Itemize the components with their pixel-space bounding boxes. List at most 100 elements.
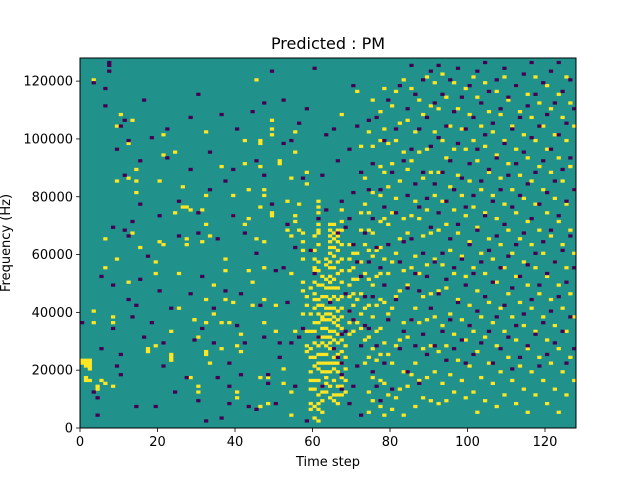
heatmap-cell-high xyxy=(436,349,441,354)
heatmap-cell-high xyxy=(463,274,468,279)
heatmap-cell-low xyxy=(138,202,143,206)
heatmap-cell-high xyxy=(114,179,120,183)
heatmap-cell-low xyxy=(510,127,515,131)
heatmap-cell-high xyxy=(126,141,131,146)
heatmap-cell-high xyxy=(219,347,224,351)
heatmap-cell-high xyxy=(452,332,457,336)
heatmap-cell-high xyxy=(153,344,158,348)
heatmap-cell-high xyxy=(424,263,430,267)
heatmap-cell-high xyxy=(448,185,453,189)
heatmap-cell-high xyxy=(161,243,166,247)
heatmap-cell-low xyxy=(328,300,333,305)
heatmap-cell-high xyxy=(312,387,317,391)
heatmap-cell-high xyxy=(556,283,561,287)
heatmap-cell-low xyxy=(533,92,538,96)
heatmap-cell-high xyxy=(184,243,189,247)
heatmap-cell-high xyxy=(560,179,565,183)
heatmap-cell-high xyxy=(328,280,333,284)
heatmap-cell-low xyxy=(111,225,116,229)
heatmap-cell-high xyxy=(269,133,275,137)
heatmap-cell-high xyxy=(91,78,96,82)
heatmap-cell-low xyxy=(308,248,313,253)
heatmap-cell-high xyxy=(351,303,356,307)
heatmap-cell-low xyxy=(343,225,348,229)
heatmap-cell-high xyxy=(510,378,515,383)
heatmap-cell-high xyxy=(87,361,92,365)
heatmap-cell-high xyxy=(444,399,449,403)
heatmap-cell-high xyxy=(308,329,313,333)
heatmap-cell-high xyxy=(324,335,329,339)
heatmap-cell-low xyxy=(304,107,309,111)
heatmap-cell-high xyxy=(339,295,344,299)
heatmap-cell-high xyxy=(308,370,313,374)
heatmap-cell-low xyxy=(262,101,267,105)
heatmap-cell-high xyxy=(390,162,395,166)
heatmap-cell-high xyxy=(331,315,337,319)
heatmap-cell-high xyxy=(529,179,534,183)
heatmap-cell-high xyxy=(366,248,371,253)
heatmap-cell-high xyxy=(320,352,325,357)
heatmap-cell-low xyxy=(126,138,131,143)
heatmap-cell-low xyxy=(467,323,472,328)
heatmap-cell-high xyxy=(180,205,185,209)
heatmap-cell-high xyxy=(417,216,422,221)
heatmap-cell-high xyxy=(510,315,515,319)
heatmap-cell-low xyxy=(467,84,472,88)
heatmap-cell-low xyxy=(200,326,205,331)
heatmap-cell-high xyxy=(207,234,213,238)
heatmap-cell-high xyxy=(347,243,352,247)
heatmap-cell-high xyxy=(514,338,519,342)
heatmap-cell-high xyxy=(304,344,309,348)
heatmap-cell-low xyxy=(413,344,418,348)
heatmap-cell-high xyxy=(335,384,340,388)
heatmap-cell-high xyxy=(459,254,464,258)
heatmap-cell-high xyxy=(320,390,325,394)
heatmap-cell-low xyxy=(444,277,449,281)
heatmap-cell-low xyxy=(293,245,298,250)
heatmap-cell-high xyxy=(331,286,337,290)
heatmap-cell-high xyxy=(161,153,166,157)
heatmap-cell-high xyxy=(328,260,333,264)
heatmap-cell-low xyxy=(397,84,402,88)
heatmap-cell-high xyxy=(467,179,472,183)
heatmap-cell-high xyxy=(339,393,344,397)
heatmap-cell-low xyxy=(483,60,488,65)
heatmap-cell-low xyxy=(118,373,123,377)
heatmap-cell-high xyxy=(328,384,333,388)
heatmap-cell-high xyxy=(490,193,495,198)
heatmap-cell-low xyxy=(409,237,414,241)
heatmap-cell-high xyxy=(126,176,131,180)
heatmap-cell-high xyxy=(498,370,503,374)
heatmap-cell-low xyxy=(459,257,464,261)
heatmap-cell-low xyxy=(486,167,492,172)
y-axis: 0 20000 40000 60000 80000 100000 120000 xyxy=(23,75,80,437)
heatmap-cell-low xyxy=(300,176,306,180)
heatmap-cell-high xyxy=(204,130,209,134)
heatmap-cell-high xyxy=(382,300,387,305)
heatmap-cell-low xyxy=(510,367,515,371)
heatmap-cell-high xyxy=(386,312,391,316)
heatmap-cell-high xyxy=(362,176,368,180)
heatmap-cell-high xyxy=(308,378,313,383)
y-tick-label: 60000 xyxy=(32,248,73,263)
heatmap-cell-high xyxy=(324,318,329,322)
heatmap-cell-high xyxy=(444,95,449,99)
heatmap-cell-high xyxy=(339,219,344,224)
heatmap-cell-high xyxy=(103,237,108,241)
heatmap-cell-high xyxy=(126,280,131,284)
heatmap-cell-low xyxy=(421,170,426,174)
heatmap-cell-high xyxy=(529,306,534,310)
heatmap-cell-high xyxy=(316,243,321,247)
heatmap-cell-low xyxy=(514,323,519,328)
heatmap-cell-high xyxy=(541,188,546,192)
heatmap-cell-high xyxy=(444,344,449,348)
heatmap-cell-high xyxy=(401,78,406,82)
heatmap-cell-low xyxy=(490,280,495,284)
heatmap-cell-high xyxy=(328,347,333,351)
heatmap-cell-high xyxy=(331,361,337,365)
heatmap-cell-high xyxy=(424,208,430,212)
heatmap-cell-low xyxy=(370,216,375,221)
heatmap-cell-high xyxy=(269,211,275,215)
heatmap-cell-high xyxy=(316,401,321,406)
heatmap-cell-high xyxy=(320,361,325,365)
